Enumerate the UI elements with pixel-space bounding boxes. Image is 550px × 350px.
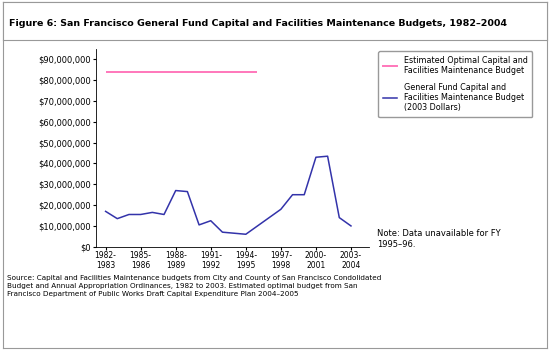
Legend: Estimated Optimal Capital and
Facilities Maintenance Budget, General Fund Capita: Estimated Optimal Capital and Facilities… <box>378 51 532 117</box>
Text: Figure 6: San Francisco General Fund Capital and Facilities Maintenance Budgets,: Figure 6: San Francisco General Fund Cap… <box>9 19 507 28</box>
Text: Note: Data unavailable for FY
1995–96.: Note: Data unavailable for FY 1995–96. <box>377 229 501 248</box>
Text: Source: Capital and Facilities Maintenance budgets from City and County of San F: Source: Capital and Facilities Maintenan… <box>7 275 381 297</box>
